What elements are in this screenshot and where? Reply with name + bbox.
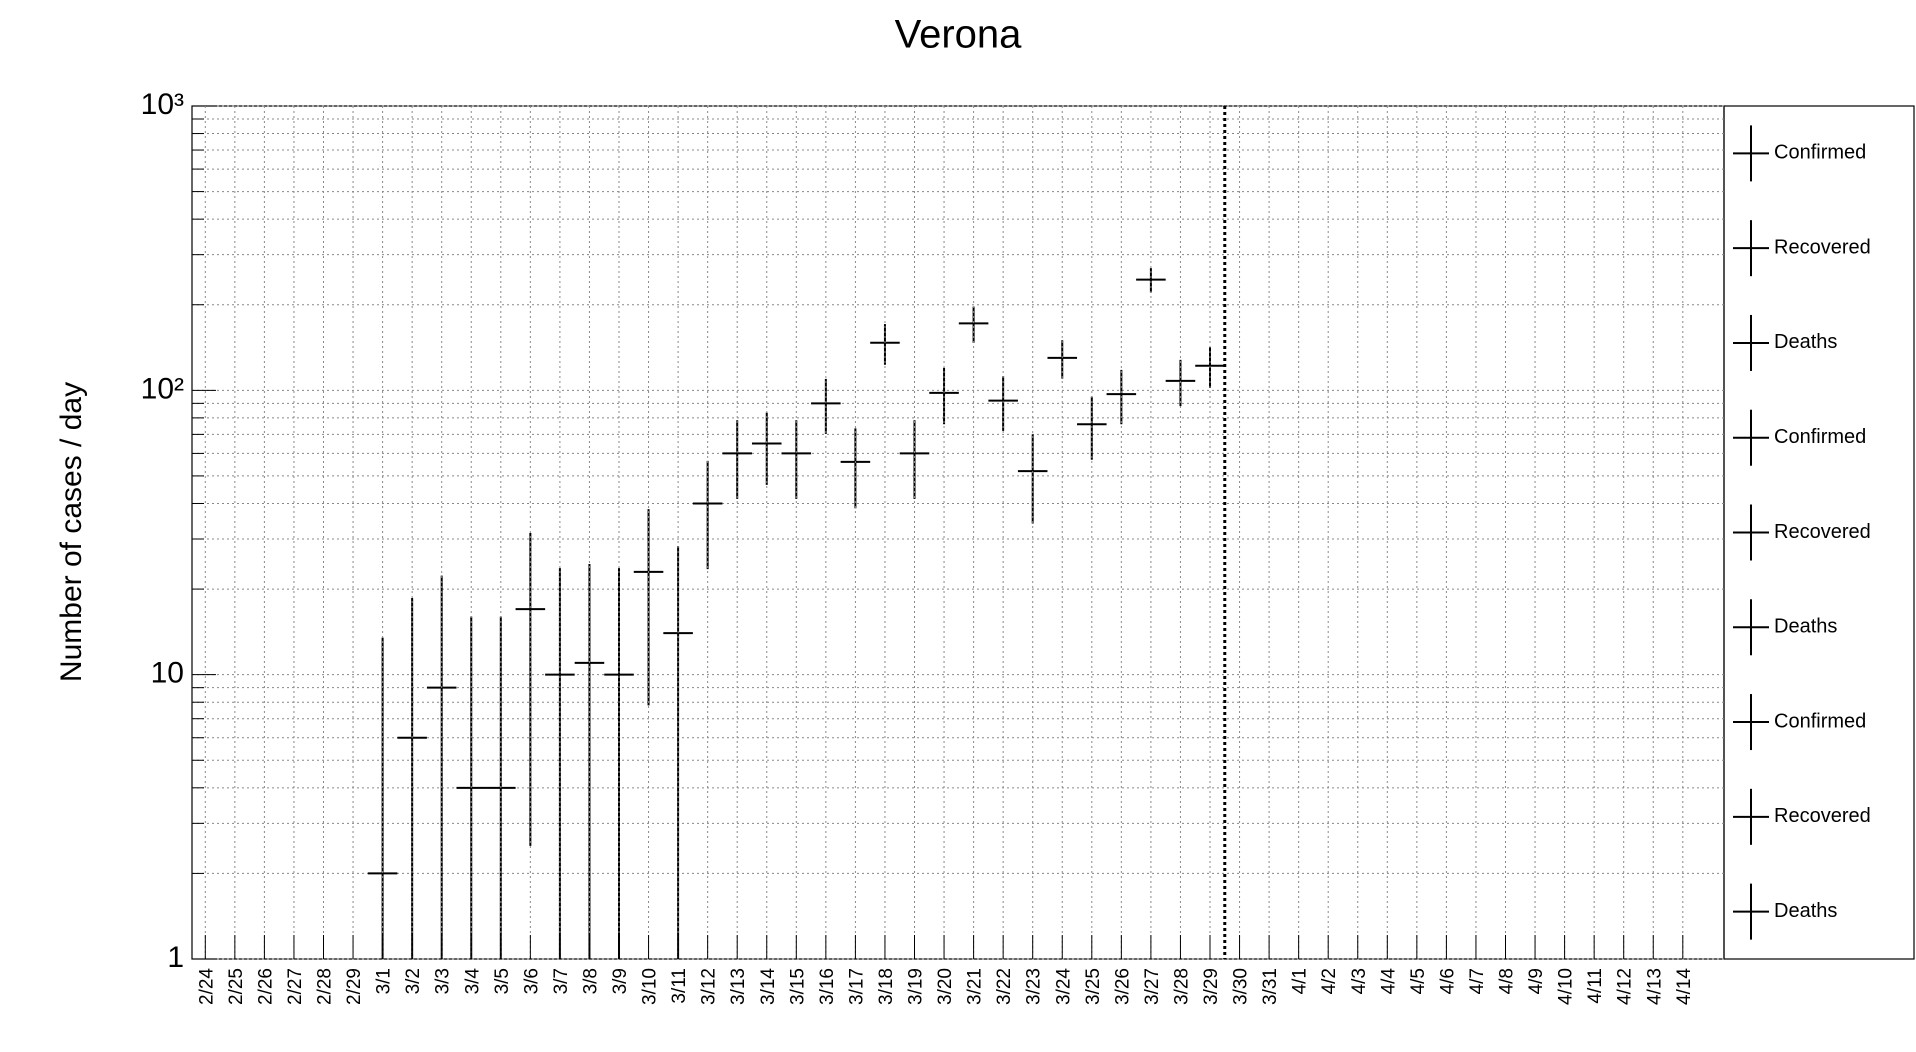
- legend-box: [1723, 105, 1915, 960]
- legend-label: Deaths: [1774, 616, 1837, 638]
- y-tick-label: 10³: [141, 88, 184, 121]
- x-tick-label: 4/11: [1585, 968, 1606, 1004]
- x-tick-label: 3/22: [994, 968, 1015, 1005]
- x-tick-label: 4/6: [1437, 968, 1458, 994]
- x-tick-label: 3/2: [403, 968, 424, 994]
- legend-label: Confirmed: [1774, 142, 1866, 164]
- x-tick-label: 3/13: [728, 968, 749, 1005]
- x-tick-label: 4/4: [1378, 968, 1399, 995]
- chart-title: Verona: [895, 13, 1023, 57]
- x-tick-label: 2/24: [196, 968, 217, 1005]
- y-tick-label: 10: [151, 657, 184, 690]
- x-tick-label: 3/23: [1024, 968, 1045, 1005]
- x-tick-label: 4/13: [1644, 968, 1665, 1005]
- x-tick-label: 4/10: [1556, 968, 1577, 1005]
- x-tick-label: 3/26: [1112, 968, 1133, 1005]
- x-tick-label: 3/19: [906, 968, 927, 1005]
- x-tick-label: 3/18: [876, 968, 897, 1005]
- x-tick-label: 3/11: [669, 968, 690, 1004]
- y-tick-label: 1: [167, 941, 184, 974]
- x-tick-label: 3/3: [433, 968, 454, 994]
- legend-label: Recovered: [1774, 805, 1871, 827]
- plot-frame: [191, 105, 1725, 960]
- x-tick-label: 2/26: [255, 968, 276, 1005]
- y-tick-label: 10²: [141, 372, 184, 405]
- legend-label: Deaths: [1774, 900, 1837, 922]
- x-tick-label: 4/9: [1526, 968, 1547, 994]
- x-tick-label: 3/29: [1201, 968, 1222, 1005]
- legend-label: Recovered: [1774, 236, 1871, 258]
- x-tick-label: 3/16: [817, 968, 838, 1005]
- x-tick-label: 4/7: [1467, 968, 1488, 994]
- x-tick-label: 2/27: [285, 968, 306, 1005]
- x-tick-label: 3/5: [492, 968, 513, 994]
- x-tick-label: 3/12: [699, 968, 720, 1005]
- x-tick-label: 3/10: [640, 968, 661, 1005]
- legend-label: Confirmed: [1774, 426, 1866, 448]
- plot-area: [367, 268, 1225, 959]
- y-axis-label: Number of cases / day: [55, 382, 88, 682]
- x-tick-label: 2/29: [344, 968, 365, 1005]
- x-tick-label: 3/9: [610, 968, 631, 994]
- x-tick-label: 3/25: [1083, 968, 1104, 1005]
- x-tick-label: 3/24: [1053, 968, 1074, 1005]
- x-tick-label: 3/4: [462, 968, 483, 995]
- x-tick-label: 3/17: [846, 968, 867, 1005]
- x-tick-label: 3/8: [580, 968, 601, 994]
- x-tick-label: 3/20: [935, 968, 956, 1005]
- x-tick-label: 3/31: [1260, 968, 1281, 1005]
- legend-label: Confirmed: [1774, 710, 1866, 732]
- x-tick-label: 3/27: [1142, 968, 1163, 1005]
- x-tick-label: 3/6: [521, 968, 542, 994]
- x-tick-label: 3/1: [374, 968, 395, 994]
- x-tick-label: 3/15: [787, 968, 808, 1005]
- x-tick-label: 2/25: [226, 968, 247, 1005]
- x-tick-label: 4/12: [1615, 968, 1636, 1005]
- x-tick-label: 3/7: [551, 968, 572, 994]
- legend-label: Recovered: [1774, 521, 1871, 543]
- x-tick-label: 4/8: [1497, 968, 1518, 994]
- x-tick-label: 3/21: [965, 968, 986, 1005]
- x-tick-label: 4/2: [1319, 968, 1340, 994]
- x-tick-label: 2/28: [315, 968, 336, 1005]
- x-tick-label: 3/30: [1231, 968, 1252, 1005]
- legend-label: Deaths: [1774, 331, 1837, 353]
- x-tick-label: 3/14: [758, 968, 779, 1005]
- x-tick-label: 4/3: [1349, 968, 1370, 994]
- x-tick-label: 4/14: [1674, 968, 1695, 1005]
- x-tick-label: 3/28: [1171, 968, 1192, 1005]
- x-tick-label: 4/1: [1290, 968, 1311, 994]
- x-tick-label: 4/5: [1408, 968, 1429, 994]
